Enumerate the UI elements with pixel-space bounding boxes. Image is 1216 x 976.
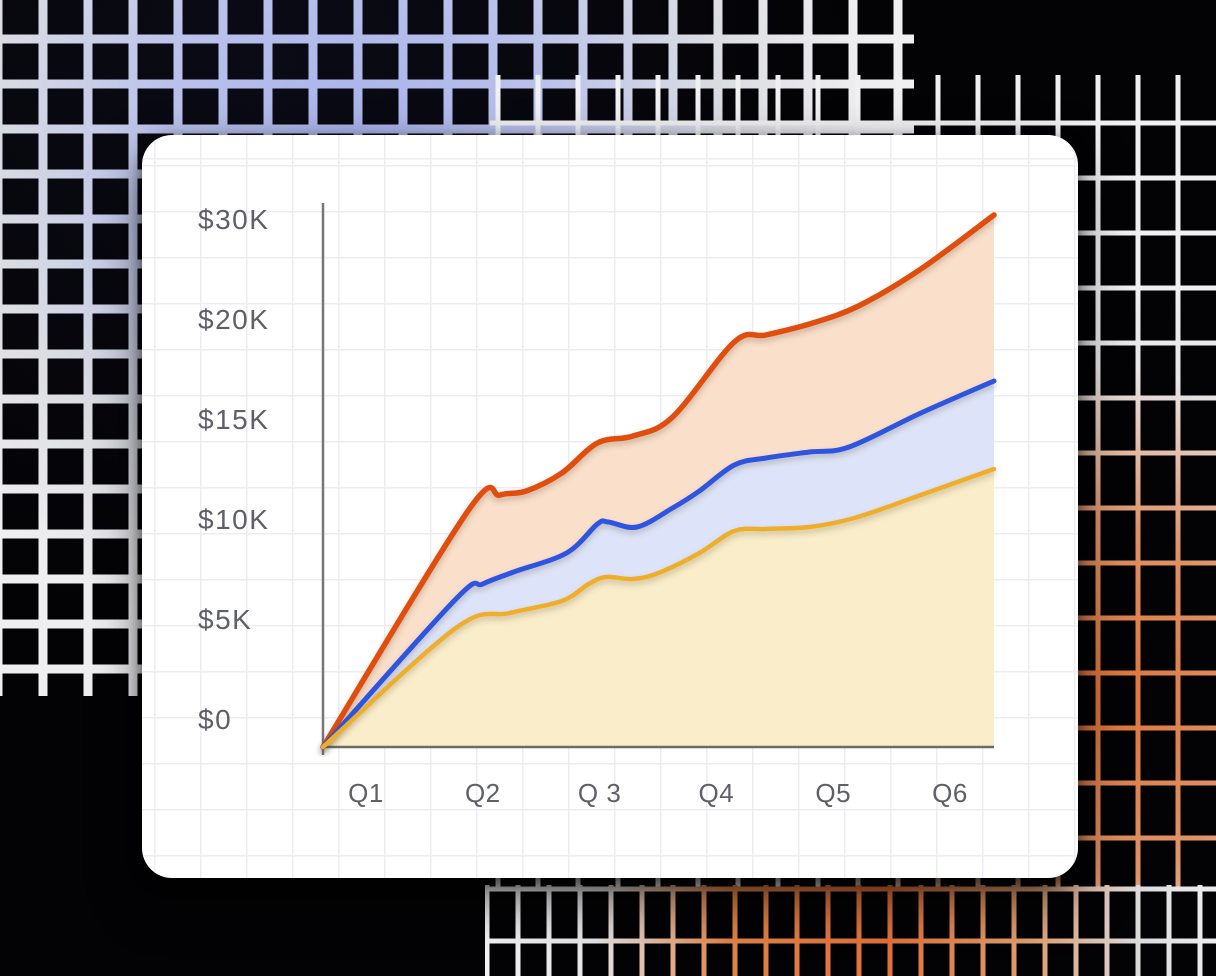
- x-tick-label-1: Q1: [348, 778, 384, 808]
- middle-series-blue-line: [320, 378, 997, 750]
- top-series-orange-line: [320, 212, 997, 750]
- y-tick-label-20k: $20K: [198, 304, 269, 335]
- x-tick-label-2: Q2: [465, 778, 501, 808]
- y-tick-label-5k: $5K: [198, 604, 252, 635]
- x-tick-label-6: Q6: [932, 778, 968, 808]
- x-tick-label-3: Q 3: [578, 778, 621, 808]
- chart-card: $30K $20K $15K $10K $5K $0 Q1 Q2 Q 3 Q4 Q5 Q6: [142, 135, 1078, 878]
- bottom-series-yellow-line: [320, 466, 997, 750]
- stacked-area-chart: $30K $20K $15K $10K $5K $0 Q1 Q2 Q 3 Q4 Q5 Q6: [198, 203, 997, 808]
- fine-orange-grid-bottom-lines: [485, 885, 1216, 976]
- x-tick-label-4: Q4: [699, 778, 735, 808]
- y-tick-label-30k: $30K: [198, 204, 269, 235]
- y-tick-label-0k: $0: [198, 704, 232, 735]
- fine-orange-grid-bottom: [485, 885, 1216, 976]
- bottom-series-yellow-area: [323, 469, 994, 747]
- y-tick-label-15k: $15K: [198, 404, 269, 435]
- y-tick-label-10k: $10K: [198, 504, 269, 535]
- x-tick-label-5: Q5: [815, 778, 851, 808]
